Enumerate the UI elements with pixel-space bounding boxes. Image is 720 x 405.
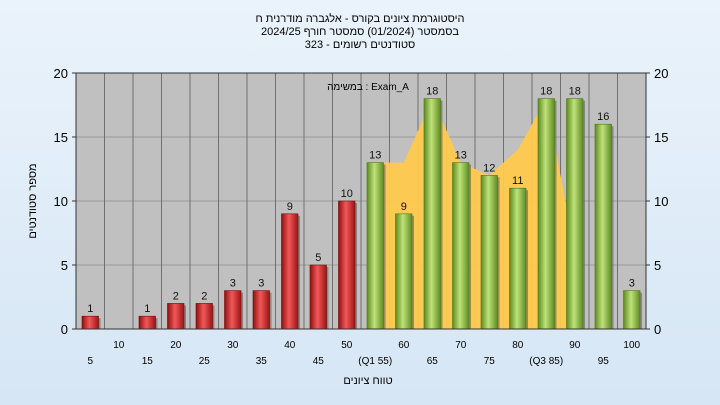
x-tick-label: 100 <box>623 340 640 351</box>
y-tick-label-right: 0 <box>654 322 661 337</box>
y-tick-label-right: 20 <box>654 66 668 81</box>
y-axis-right: 0 5 10 15 20 <box>646 66 668 337</box>
chart-title-line-3: סטודנטים רשומים - 323 <box>305 39 416 51</box>
x-tick-label: 10 <box>113 340 125 351</box>
x-tick-label: 80 <box>512 340 524 351</box>
x-tick-label: 5 <box>87 356 93 367</box>
bar-value-label: 9 <box>287 201 293 213</box>
x-tick-label: 70 <box>455 340 467 351</box>
x-tick-label: 50 <box>341 340 353 351</box>
bar-value-label: 1 <box>87 303 93 315</box>
chart-title-line-1: היסטוגרמת ציונים בקורס - אלגברה מודרנית … <box>256 12 465 25</box>
y-tick-label-right: 15 <box>654 130 668 145</box>
bar-value-label: 10 <box>341 188 353 200</box>
bar <box>338 200 356 330</box>
chart-annotation: במשימה : Exam_A <box>327 82 409 93</box>
x-tick-label: 20 <box>170 340 182 351</box>
bar-value-label: 9 <box>401 201 407 213</box>
x-tick-label: 30 <box>227 340 239 351</box>
y-tick-label-left: 20 <box>54 66 68 81</box>
x-tick-label: 40 <box>284 340 296 351</box>
bar <box>623 290 641 330</box>
y-axis-left: 0 5 10 15 20 <box>54 66 76 337</box>
bar-value-label: 5 <box>315 252 321 264</box>
x-tick-label: 35 <box>256 356 268 367</box>
y-tick-label-left: 15 <box>54 130 68 145</box>
bar-value-label: 13 <box>455 150 467 162</box>
y-tick-label-left: 5 <box>61 258 68 273</box>
bar <box>480 175 498 330</box>
bar <box>509 187 527 330</box>
bar-value-label: 18 <box>540 86 552 98</box>
bar-value-label: 12 <box>483 162 495 174</box>
x-tick-label: 60 <box>398 340 410 351</box>
x-axis: 5 10 15 20 25 30 35 40 45 50 (Q1 55) 60 65 70 75 80 (Q3 … <box>87 340 640 367</box>
bar <box>224 290 242 330</box>
bar <box>138 315 156 330</box>
bar-value-label: 13 <box>369 150 381 162</box>
bar <box>423 98 441 330</box>
x-tick-label: 25 <box>199 356 211 367</box>
bar-value-label: 18 <box>569 86 581 98</box>
x-tick-label: (Q1 55) <box>358 356 392 367</box>
x-tick-label: 45 <box>313 356 325 367</box>
y-tick-label-left: 0 <box>61 322 68 337</box>
bar-value-label: 2 <box>201 290 207 302</box>
y-axis-label: מספר סטודנטים <box>27 163 39 238</box>
bar <box>167 303 185 330</box>
chart-title-line-2: בסמסטר (01/2024) סמסטר חורף 2024/25 <box>261 26 459 38</box>
bar <box>81 315 99 330</box>
x-tick-label: (Q3 85) <box>529 356 563 367</box>
bar-layer <box>81 98 643 330</box>
x-tick-label: 90 <box>569 340 581 351</box>
bar <box>366 162 384 330</box>
bar-value-label: 18 <box>426 86 438 98</box>
y-tick-label-left: 10 <box>54 194 68 209</box>
bar <box>452 162 470 330</box>
x-tick-label: 75 <box>484 356 496 367</box>
bar <box>537 98 555 330</box>
bar <box>395 213 413 330</box>
bar <box>252 290 270 330</box>
bar-value-label: 3 <box>629 278 635 290</box>
bar-value-label: 16 <box>597 111 609 123</box>
bar-value-label: 3 <box>258 278 264 290</box>
x-axis-label: טווח ציונים <box>343 375 392 387</box>
y-tick-label-right: 5 <box>654 258 661 273</box>
x-tick-label: 15 <box>142 356 154 367</box>
x-tick-label: 65 <box>427 356 439 367</box>
bar-value-label: 3 <box>230 278 236 290</box>
bar <box>309 264 327 330</box>
bar-value-label: 1 <box>144 303 150 315</box>
bar <box>594 123 612 330</box>
bar-value-label: 11 <box>512 175 523 187</box>
bar <box>195 303 213 330</box>
bar <box>281 213 299 330</box>
y-tick-label-right: 10 <box>654 194 668 209</box>
x-tick-label: 95 <box>598 356 610 367</box>
bar <box>566 98 584 330</box>
bar-value-label: 2 <box>173 290 179 302</box>
